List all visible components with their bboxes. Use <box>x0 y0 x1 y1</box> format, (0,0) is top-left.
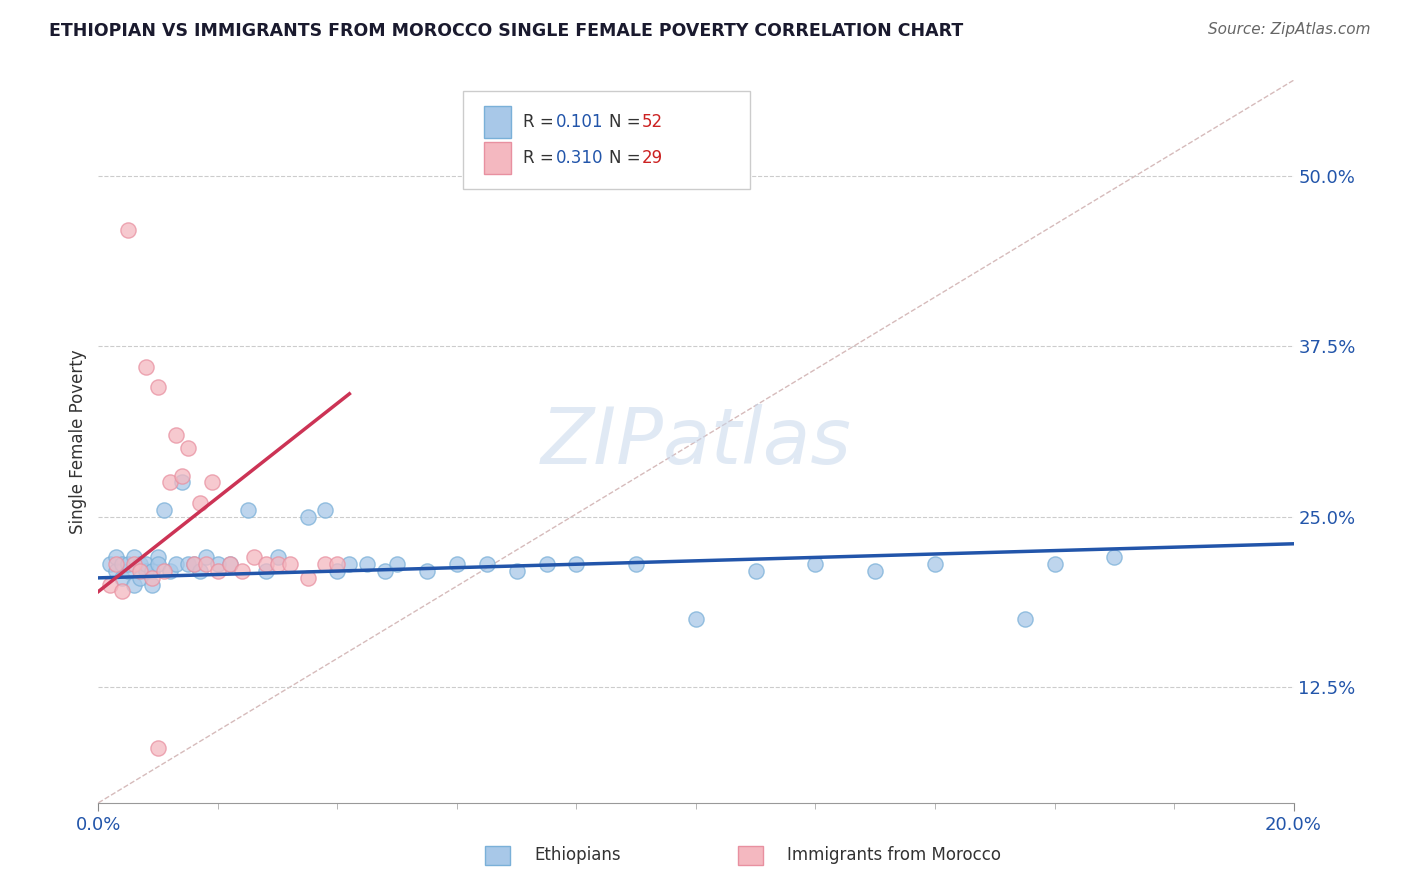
Point <box>177 558 200 572</box>
Point <box>188 496 211 510</box>
Text: ETHIOPIAN VS IMMIGRANTS FROM MOROCCO SINGLE FEMALE POVERTY CORRELATION CHART: ETHIOPIAN VS IMMIGRANTS FROM MOROCCO SIN… <box>49 22 963 40</box>
Point <box>326 558 349 572</box>
Point <box>326 564 349 578</box>
Point <box>148 550 170 565</box>
Text: 52: 52 <box>643 113 664 131</box>
Point <box>506 564 529 578</box>
Point <box>124 577 146 591</box>
Point <box>219 558 242 572</box>
Point <box>243 550 266 565</box>
Point <box>1104 550 1126 565</box>
Point <box>117 223 139 237</box>
Point <box>1043 558 1066 572</box>
Point <box>231 564 253 578</box>
Point <box>207 564 229 578</box>
Point <box>159 475 181 490</box>
Point <box>117 564 139 578</box>
FancyBboxPatch shape <box>485 105 510 138</box>
Point <box>254 558 277 572</box>
Point <box>141 564 163 578</box>
Point <box>195 550 218 565</box>
Point <box>98 577 122 591</box>
Point <box>153 502 176 516</box>
Point <box>236 502 259 516</box>
Point <box>416 564 439 578</box>
Point <box>98 558 122 572</box>
Point <box>159 564 181 578</box>
Point <box>124 550 146 565</box>
Point <box>297 571 319 585</box>
Point <box>475 558 498 572</box>
Point <box>172 475 194 490</box>
Point <box>105 558 128 572</box>
Text: 0.310: 0.310 <box>557 149 603 168</box>
Point <box>148 380 170 394</box>
FancyBboxPatch shape <box>485 142 510 174</box>
Point <box>165 558 187 572</box>
Point <box>865 564 887 578</box>
Point <box>183 558 205 572</box>
Point <box>385 558 409 572</box>
Point <box>165 427 187 442</box>
Text: 0.101: 0.101 <box>557 113 603 131</box>
Point <box>153 564 176 578</box>
Point <box>446 558 468 572</box>
Point <box>183 558 205 572</box>
Point <box>565 558 588 572</box>
Point <box>105 550 128 565</box>
Point <box>339 558 361 572</box>
Point <box>374 564 396 578</box>
Point <box>278 558 301 572</box>
Point <box>297 509 319 524</box>
Point <box>148 741 170 756</box>
Point <box>141 577 163 591</box>
Point <box>201 475 224 490</box>
Point <box>111 571 134 585</box>
Point <box>536 558 558 572</box>
Point <box>172 468 194 483</box>
Point <box>804 558 827 572</box>
Point <box>117 558 139 572</box>
Y-axis label: Single Female Poverty: Single Female Poverty <box>69 350 87 533</box>
Point <box>141 571 163 585</box>
Text: Source: ZipAtlas.com: Source: ZipAtlas.com <box>1208 22 1371 37</box>
Point <box>254 564 277 578</box>
Point <box>135 558 157 572</box>
Point <box>111 584 134 599</box>
Text: ZIPatlas: ZIPatlas <box>540 403 852 480</box>
Point <box>105 564 128 578</box>
Point <box>315 502 337 516</box>
Point <box>924 558 946 572</box>
Point <box>685 612 707 626</box>
Point <box>1014 612 1036 626</box>
Point <box>207 558 229 572</box>
Text: Immigrants from Morocco: Immigrants from Morocco <box>787 846 1001 863</box>
Point <box>111 558 134 572</box>
Text: Ethiopians: Ethiopians <box>534 846 621 863</box>
Point <box>135 564 157 578</box>
Point <box>267 550 290 565</box>
Point <box>148 558 170 572</box>
Point <box>195 558 218 572</box>
Point <box>219 558 242 572</box>
Point <box>177 442 200 456</box>
Point <box>129 571 152 585</box>
FancyBboxPatch shape <box>463 91 749 189</box>
Point <box>188 564 211 578</box>
Text: 29: 29 <box>643 149 664 168</box>
Point <box>135 359 157 374</box>
Text: N =: N = <box>609 113 645 131</box>
Text: N =: N = <box>609 149 645 168</box>
Text: R =: R = <box>523 149 558 168</box>
Point <box>129 558 152 572</box>
Point <box>315 558 337 572</box>
Point <box>626 558 648 572</box>
Point <box>267 558 290 572</box>
Point <box>356 558 378 572</box>
Point <box>124 558 146 572</box>
Text: R =: R = <box>523 113 558 131</box>
Point <box>129 564 152 578</box>
Point <box>745 564 768 578</box>
